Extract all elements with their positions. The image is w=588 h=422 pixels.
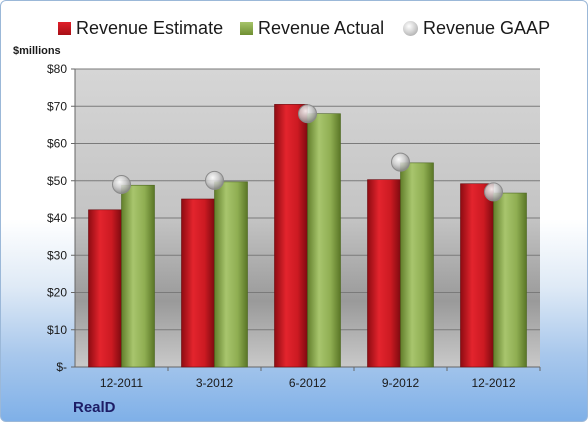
x-tick-label-12-2012: 12-2012 <box>471 376 515 390</box>
legend-swatch-gaap <box>403 20 418 36</box>
y-tick-label-7: $70 <box>47 99 67 113</box>
legend-swatch-actual <box>240 21 253 35</box>
legend-label-estimate: Revenue Estimate <box>76 17 224 38</box>
bar-revenue-estimate-9-2012 <box>367 179 401 368</box>
legend-label-gaap: Revenue GAAP <box>423 17 551 38</box>
y-tick-label-8: $80 <box>47 62 67 76</box>
bar-revenue-estimate-12-2011 <box>88 209 122 368</box>
x-tick-label-3-2012: 3-2012 <box>196 376 234 390</box>
bar-revenue-actual-12-2012 <box>493 192 527 368</box>
y-tick-label-5: $50 <box>47 174 67 188</box>
legend-item-revenue-gaap: Revenue GAAP <box>403 15 550 41</box>
legend-swatch-estimate <box>58 21 71 35</box>
marker-revenue-gaap-3-2012 <box>205 170 224 190</box>
legend-item-revenue-estimate: Revenue Estimate <box>58 15 223 41</box>
bar-revenue-actual-6-2012 <box>307 113 341 368</box>
x-tick-label-9-2012: 9-2012 <box>382 376 420 390</box>
bar-revenue-actual-3-2012 <box>214 181 248 368</box>
chart-legend: Revenue Estimate Revenue Actual Revenue … <box>1 15 587 41</box>
bar-revenue-estimate-6-2012 <box>274 104 308 368</box>
legend-label-actual: Revenue Actual <box>258 17 385 38</box>
bar-revenue-actual-9-2012 <box>400 162 434 368</box>
x-tick-label-6-2012: 6-2012 <box>289 376 327 390</box>
y-axis-unit-label: $millions <box>13 45 61 57</box>
legend-item-revenue-actual: Revenue Actual <box>240 15 384 41</box>
marker-revenue-gaap-12-2011 <box>112 174 131 194</box>
bar-revenue-estimate-12-2012 <box>460 183 494 368</box>
y-tick-label-6: $60 <box>47 137 67 151</box>
marker-revenue-gaap-9-2012 <box>391 152 410 172</box>
x-tick-label-12-2011: 12-2011 <box>100 376 143 390</box>
y-tick-label-2: $20 <box>47 286 67 300</box>
bar-revenue-actual-12-2011 <box>121 184 155 368</box>
bar-revenue-estimate-3-2012 <box>181 198 215 368</box>
y-tick-label-3: $30 <box>47 248 67 262</box>
y-tick-label-0: $- <box>56 360 67 374</box>
marker-revenue-gaap-12-2012 <box>484 182 503 202</box>
y-tick-label-4: $40 <box>47 211 67 225</box>
y-tick-label-1: $10 <box>47 323 67 337</box>
company-name: RealD <box>73 399 116 416</box>
marker-revenue-gaap-6-2012 <box>298 104 317 124</box>
